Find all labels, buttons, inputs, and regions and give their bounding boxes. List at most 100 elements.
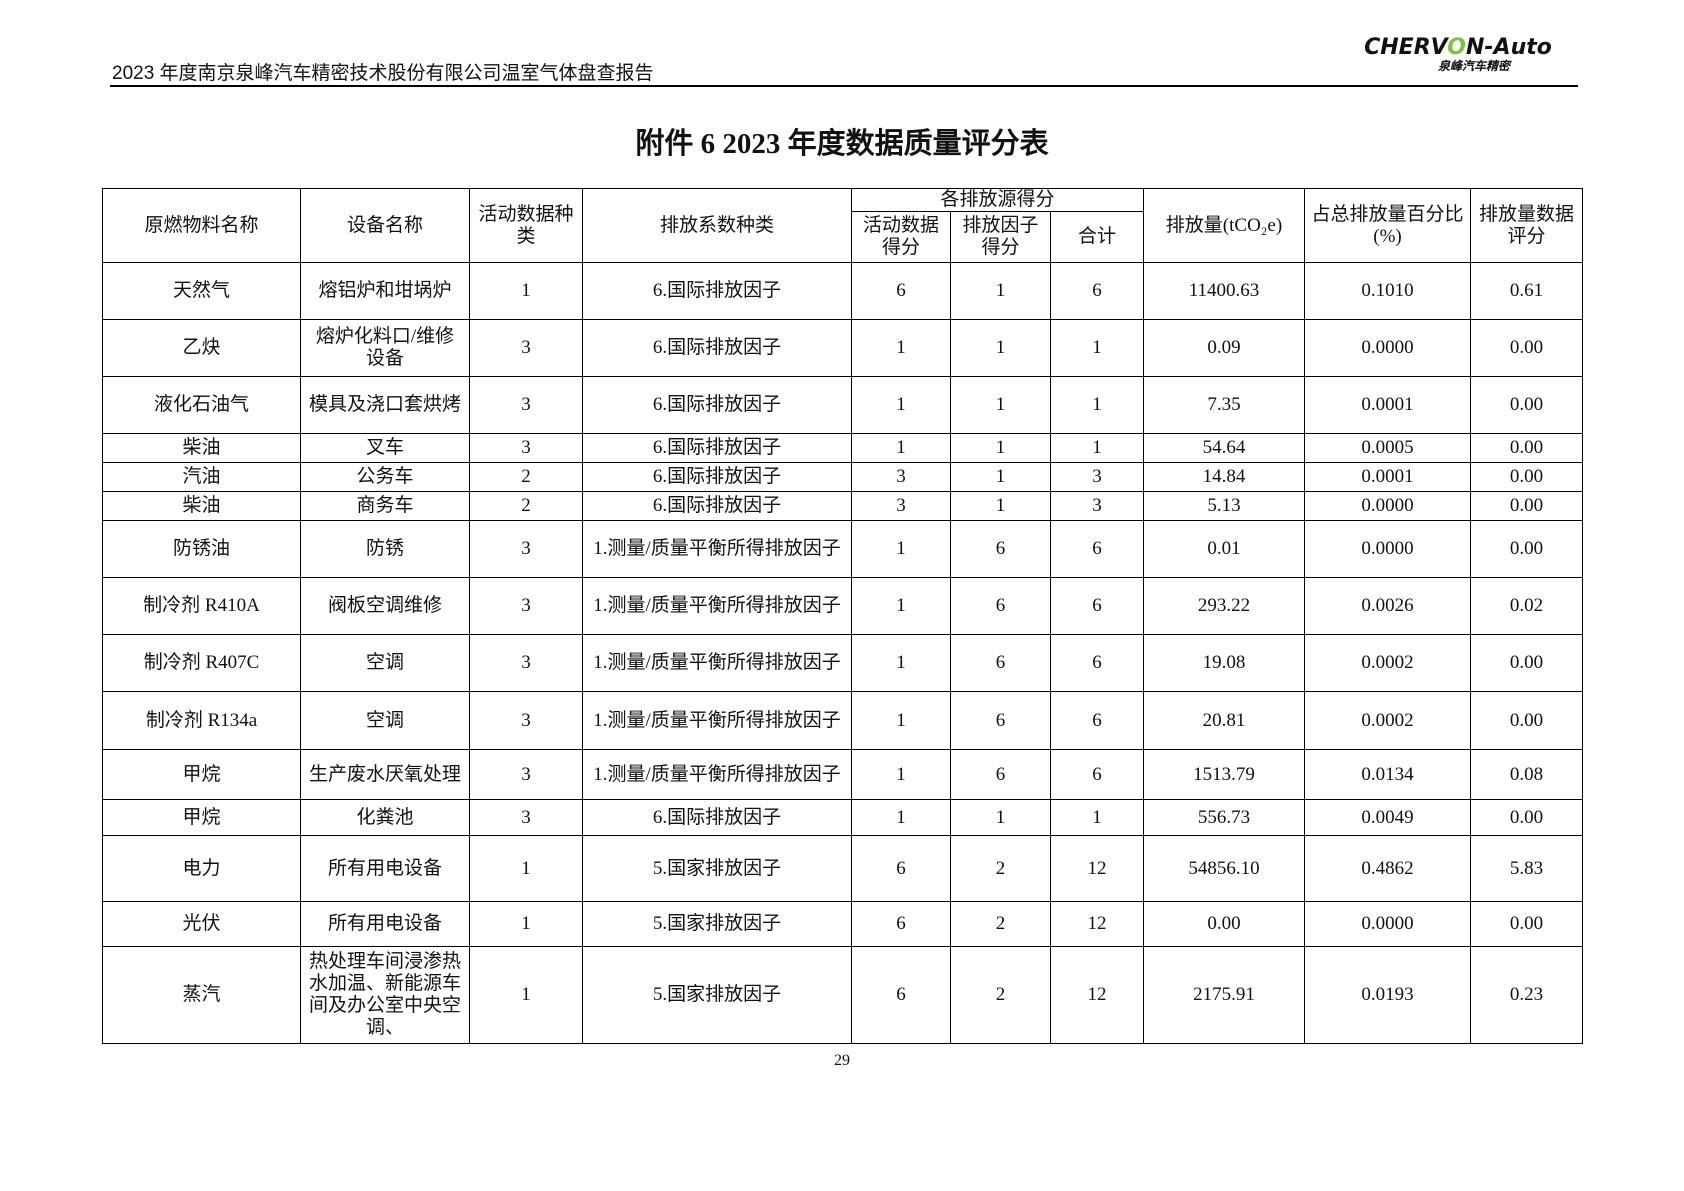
cell-activity-type: 2: [469, 491, 583, 521]
cell-activity-score: 3: [851, 491, 951, 521]
cell-activity-score: 6: [851, 835, 951, 902]
cell-total: 3: [1050, 491, 1144, 521]
table-row: 甲烷 化粪池 3 6.国际排放因子 1 1 1 556.73 0.0049 0.00: [102, 799, 1583, 836]
cell-quality-score: 0.00: [1470, 376, 1583, 434]
cell-factor-score: 6: [950, 520, 1051, 578]
cell-factor-type: 6.国际排放因子: [582, 319, 852, 377]
cell-quality-score: 0.00: [1470, 433, 1583, 463]
cell-total: 12: [1050, 835, 1144, 902]
cell-factor-type: 6.国际排放因子: [582, 376, 852, 434]
cell-factor-score: 6: [950, 749, 1051, 800]
cell-quality-score: 0.00: [1470, 462, 1583, 492]
cell-percent: 0.0001: [1304, 376, 1471, 434]
cell-quality-score: 0.00: [1470, 901, 1583, 947]
cell-factor-score: 1: [950, 799, 1051, 836]
cell-activity-type: 3: [469, 376, 583, 434]
cell-activity-score: 1: [851, 520, 951, 578]
cell-material: 天然气: [102, 262, 301, 320]
cell-percent: 0.0000: [1304, 491, 1471, 521]
cell-percent: 0.0005: [1304, 433, 1471, 463]
header-percent: 占总排放量百分比(%): [1304, 188, 1471, 263]
cell-emission: 7.35: [1143, 376, 1305, 434]
cell-activity-type: 3: [469, 520, 583, 578]
cell-factor-type: 1.测量/质量平衡所得排放因子: [582, 520, 852, 578]
cell-material: 甲烷: [102, 799, 301, 836]
cell-equipment: 阀板空调维修: [300, 577, 470, 635]
cell-activity-score: 6: [851, 946, 951, 1044]
cell-activity-type: 2: [469, 462, 583, 492]
cell-material: 防锈油: [102, 520, 301, 578]
cell-total: 6: [1050, 634, 1144, 692]
header-quality-score: 排放量数据评分: [1470, 188, 1583, 263]
cell-material: 甲烷: [102, 749, 301, 800]
cell-factor-score: 2: [950, 835, 1051, 902]
table-row: 制冷剂 R407C 空调 3 1.测量/质量平衡所得排放因子 1 6 6 19.08 0.000…: [102, 634, 1583, 692]
cell-total: 12: [1050, 901, 1144, 947]
cell-material: 乙炔: [102, 319, 301, 377]
cell-material: 柴油: [102, 433, 301, 463]
table-row: 柴油 商务车 2 6.国际排放因子 3 1 3 5.13 0.0000 0.00: [102, 491, 1583, 521]
cell-factor-type: 6.国际排放因子: [582, 491, 852, 521]
header-factor-type: 排放系数种类: [582, 188, 852, 263]
cell-activity-score: 3: [851, 462, 951, 492]
cell-total: 1: [1050, 799, 1144, 836]
header-activity-type: 活动数据种类: [469, 188, 583, 263]
cell-material: 蒸汽: [102, 946, 301, 1044]
cell-total: 6: [1050, 691, 1144, 750]
header-activity-score: 活动数据得分: [851, 211, 951, 263]
cell-factor-score: 1: [950, 433, 1051, 463]
cell-percent: 0.0026: [1304, 577, 1471, 635]
table-row: 甲烷 生产废水厌氧处理 3 1.测量/质量平衡所得排放因子 1 6 6 1513.79 0.01…: [102, 749, 1583, 800]
cell-factor-score: 6: [950, 634, 1051, 692]
cell-percent: 0.0000: [1304, 319, 1471, 377]
cell-percent: 0.1010: [1304, 262, 1471, 320]
cell-equipment: 生产废水厌氧处理: [300, 749, 470, 800]
table-row: 电力 所有用电设备 1 5.国家排放因子 6 2 12 54856.10 0.4862 5.83: [102, 835, 1583, 902]
cell-emission: 11400.63: [1143, 262, 1305, 320]
cell-percent: 0.0001: [1304, 462, 1471, 492]
cell-activity-type: 3: [469, 691, 583, 750]
cell-activity-type: 3: [469, 634, 583, 692]
cell-activity-type: 1: [469, 262, 583, 320]
cell-total: 6: [1050, 520, 1144, 578]
cell-factor-score: 2: [950, 946, 1051, 1044]
cell-equipment: 热处理车间浸渗热水加温、新能源车间及办公室中央空调、: [300, 946, 470, 1044]
cell-emission: 5.13: [1143, 491, 1305, 521]
cell-activity-type: 1: [469, 946, 583, 1044]
cell-factor-score: 1: [950, 376, 1051, 434]
header-factor-score: 排放因子得分: [950, 211, 1051, 263]
cell-emission: 54.64: [1143, 433, 1305, 463]
cell-factor-type: 1.测量/质量平衡所得排放因子: [582, 577, 852, 635]
table-row: 光伏 所有用电设备 1 5.国家排放因子 6 2 12 0.00 0.0000 0.00: [102, 901, 1583, 947]
cell-percent: 0.0002: [1304, 691, 1471, 750]
table-row: 防锈油 防锈 3 1.测量/质量平衡所得排放因子 1 6 6 0.01 0.0000 0.00: [102, 520, 1583, 578]
table-row: 液化石油气 模具及浇口套烘烤 3 6.国际排放因子 1 1 1 7.35 0.0001 0.00: [102, 376, 1583, 434]
cell-activity-type: 3: [469, 433, 583, 463]
cell-factor-type: 6.国际排放因子: [582, 433, 852, 463]
cell-quality-score: 0.00: [1470, 799, 1583, 836]
cell-emission: 0.09: [1143, 319, 1305, 377]
cell-emission: 556.73: [1143, 799, 1305, 836]
cell-material: 光伏: [102, 901, 301, 947]
cell-total: 6: [1050, 577, 1144, 635]
cell-factor-type: 1.测量/质量平衡所得排放因子: [582, 749, 852, 800]
cell-emission: 293.22: [1143, 577, 1305, 635]
cell-equipment: 商务车: [300, 491, 470, 521]
cell-equipment: 公务车: [300, 462, 470, 492]
cell-activity-type: 3: [469, 577, 583, 635]
cell-quality-score: 0.61: [1470, 262, 1583, 320]
cell-material: 电力: [102, 835, 301, 902]
cell-emission: 2175.91: [1143, 946, 1305, 1044]
cell-factor-score: 6: [950, 577, 1051, 635]
cell-factor-type: 5.国家排放因子: [582, 835, 852, 902]
cell-activity-score: 1: [851, 799, 951, 836]
cell-equipment: 防锈: [300, 520, 470, 578]
table-row: 蒸汽 热处理车间浸渗热水加温、新能源车间及办公室中央空调、 1 5.国家排放因子 6 2 1…: [102, 946, 1583, 1044]
cell-equipment: 化粪池: [300, 799, 470, 836]
cell-factor-score: 1: [950, 491, 1051, 521]
cell-total: 1: [1050, 433, 1144, 463]
cell-quality-score: 0.00: [1470, 319, 1583, 377]
cell-total: 3: [1050, 462, 1144, 492]
cell-percent: 0.4862: [1304, 835, 1471, 902]
cell-activity-score: 1: [851, 691, 951, 750]
